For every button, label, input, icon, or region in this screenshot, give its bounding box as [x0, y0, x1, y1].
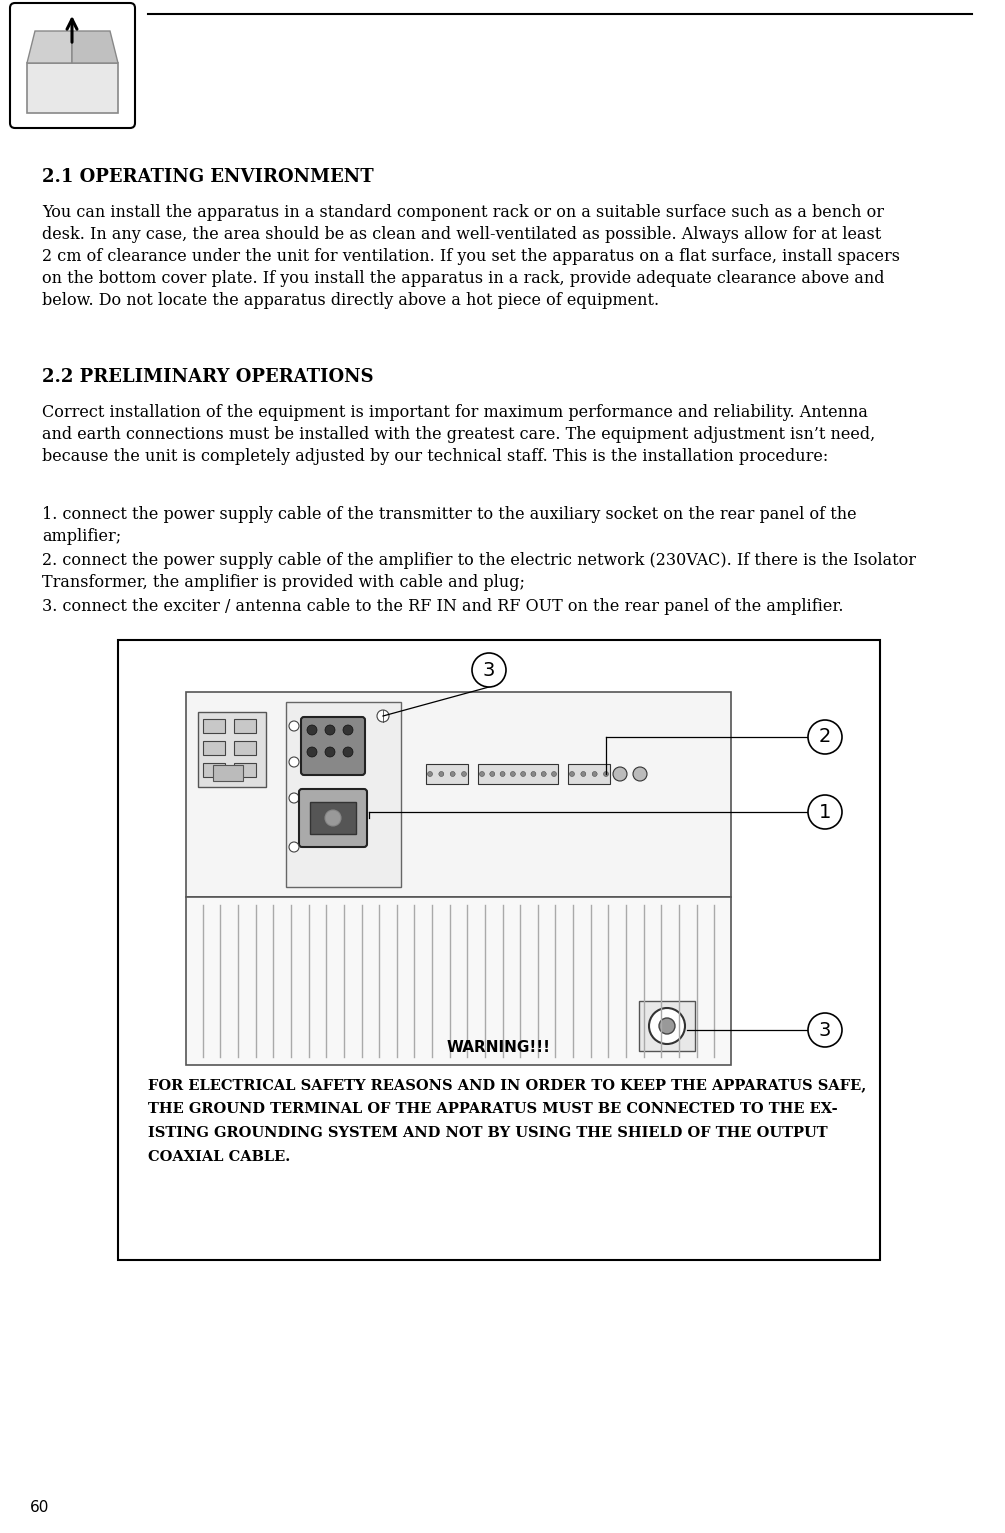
Text: 2. connect the power supply cable of the amplifier to the electric network (230V: 2. connect the power supply cable of the…	[42, 552, 916, 569]
Text: WARNING!!!: WARNING!!!	[447, 1039, 551, 1055]
Circle shape	[307, 725, 317, 734]
Bar	[213, 765, 243, 780]
Text: because the unit is completely adjusted by our technical staff. This is the inst: because the unit is completely adjusted …	[42, 448, 828, 464]
Circle shape	[613, 766, 627, 780]
Text: below. Do not locate the apparatus directly above a hot piece of equipment.: below. Do not locate the apparatus direc…	[42, 291, 659, 310]
Text: 2.2 PRELIMINARY OPERATIONS: 2.2 PRELIMINARY OPERATIONS	[42, 368, 374, 386]
Circle shape	[479, 771, 484, 777]
Circle shape	[325, 725, 335, 734]
Text: 1: 1	[819, 802, 831, 822]
Text: 1. connect the power supply cable of the transmitter to the auxiliary socket on : 1. connect the power supply cable of the…	[42, 506, 856, 523]
Circle shape	[808, 796, 842, 829]
Text: on the bottom cover plate. If you install the apparatus in a rack, provide adequ: on the bottom cover plate. If you instal…	[42, 270, 884, 287]
Circle shape	[592, 771, 597, 777]
Bar	[203, 763, 225, 777]
Circle shape	[325, 747, 335, 757]
Circle shape	[808, 721, 842, 754]
Circle shape	[472, 653, 506, 687]
Bar	[234, 763, 256, 777]
Circle shape	[649, 1009, 685, 1044]
Text: 3: 3	[819, 1021, 831, 1039]
Circle shape	[521, 771, 526, 777]
Text: Transformer, the amplifier is provided with cable and plug;: Transformer, the amplifier is provided w…	[42, 573, 525, 592]
Bar	[186, 691, 731, 897]
Circle shape	[307, 747, 317, 757]
Circle shape	[325, 809, 341, 826]
Text: You can install the apparatus in a standard component rack or on a suitable surf: You can install the apparatus in a stand…	[42, 204, 884, 221]
Bar	[203, 740, 225, 754]
Bar	[198, 711, 266, 786]
Circle shape	[289, 842, 299, 852]
Bar	[310, 802, 356, 834]
Circle shape	[511, 771, 516, 777]
Text: amplifier;: amplifier;	[42, 527, 122, 546]
Circle shape	[531, 771, 536, 777]
Circle shape	[461, 771, 466, 777]
Circle shape	[450, 771, 455, 777]
Text: 3: 3	[482, 661, 495, 679]
Bar	[568, 763, 610, 783]
Text: and earth connections must be installed with the greatest care. The equipment ad: and earth connections must be installed …	[42, 426, 875, 443]
Bar	[286, 702, 401, 888]
Circle shape	[570, 771, 575, 777]
Circle shape	[633, 766, 647, 780]
Text: 2 cm of clearance under the unit for ventilation. If you set the apparatus on a : 2 cm of clearance under the unit for ven…	[42, 248, 900, 265]
Circle shape	[603, 771, 608, 777]
Bar	[27, 63, 118, 113]
Text: 2.1 OPERATING ENVIRONMENT: 2.1 OPERATING ENVIRONMENT	[42, 169, 374, 185]
Text: 60: 60	[30, 1499, 49, 1515]
Text: 3. connect the exciter / antenna cable to the RF IN and RF OUT on the rear panel: 3. connect the exciter / antenna cable t…	[42, 598, 843, 615]
Circle shape	[289, 793, 299, 803]
Text: ISTING GROUNDING SYSTEM AND NOT BY USING THE SHIELD OF THE OUTPUT: ISTING GROUNDING SYSTEM AND NOT BY USING…	[148, 1127, 828, 1141]
Circle shape	[439, 771, 444, 777]
Bar	[186, 897, 731, 1065]
Circle shape	[542, 771, 546, 777]
Bar	[234, 740, 256, 754]
Circle shape	[377, 710, 389, 722]
Bar	[426, 763, 468, 783]
Bar	[203, 719, 225, 733]
Circle shape	[289, 721, 299, 731]
Circle shape	[343, 747, 353, 757]
Circle shape	[808, 1013, 842, 1047]
Bar	[234, 719, 256, 733]
FancyBboxPatch shape	[10, 3, 135, 127]
Text: desk. In any case, the area should be as clean and well-ventilated as possible. : desk. In any case, the area should be as…	[42, 225, 881, 244]
Text: COAXIAL CABLE.: COAXIAL CABLE.	[148, 1150, 290, 1164]
Circle shape	[500, 771, 506, 777]
Polygon shape	[27, 31, 72, 63]
Text: Correct installation of the equipment is important for maximum performance and r: Correct installation of the equipment is…	[42, 405, 868, 422]
Bar	[118, 639, 880, 1260]
Circle shape	[659, 1018, 675, 1033]
Circle shape	[343, 725, 353, 734]
Text: 2: 2	[819, 728, 831, 747]
Circle shape	[427, 771, 432, 777]
Circle shape	[289, 757, 299, 766]
FancyBboxPatch shape	[299, 789, 367, 848]
Bar	[639, 1001, 695, 1052]
Circle shape	[489, 771, 494, 777]
Text: FOR ELECTRICAL SAFETY REASONS AND IN ORDER TO KEEP THE APPARATUS SAFE,: FOR ELECTRICAL SAFETY REASONS AND IN ORD…	[148, 1078, 866, 1091]
Text: THE GROUND TERMINAL OF THE APPARATUS MUST BE CONNECTED TO THE EX-: THE GROUND TERMINAL OF THE APPARATUS MUS…	[148, 1102, 837, 1116]
Polygon shape	[72, 31, 118, 63]
Bar	[478, 763, 558, 783]
Circle shape	[581, 771, 586, 777]
FancyBboxPatch shape	[302, 717, 365, 776]
Circle shape	[552, 771, 557, 777]
